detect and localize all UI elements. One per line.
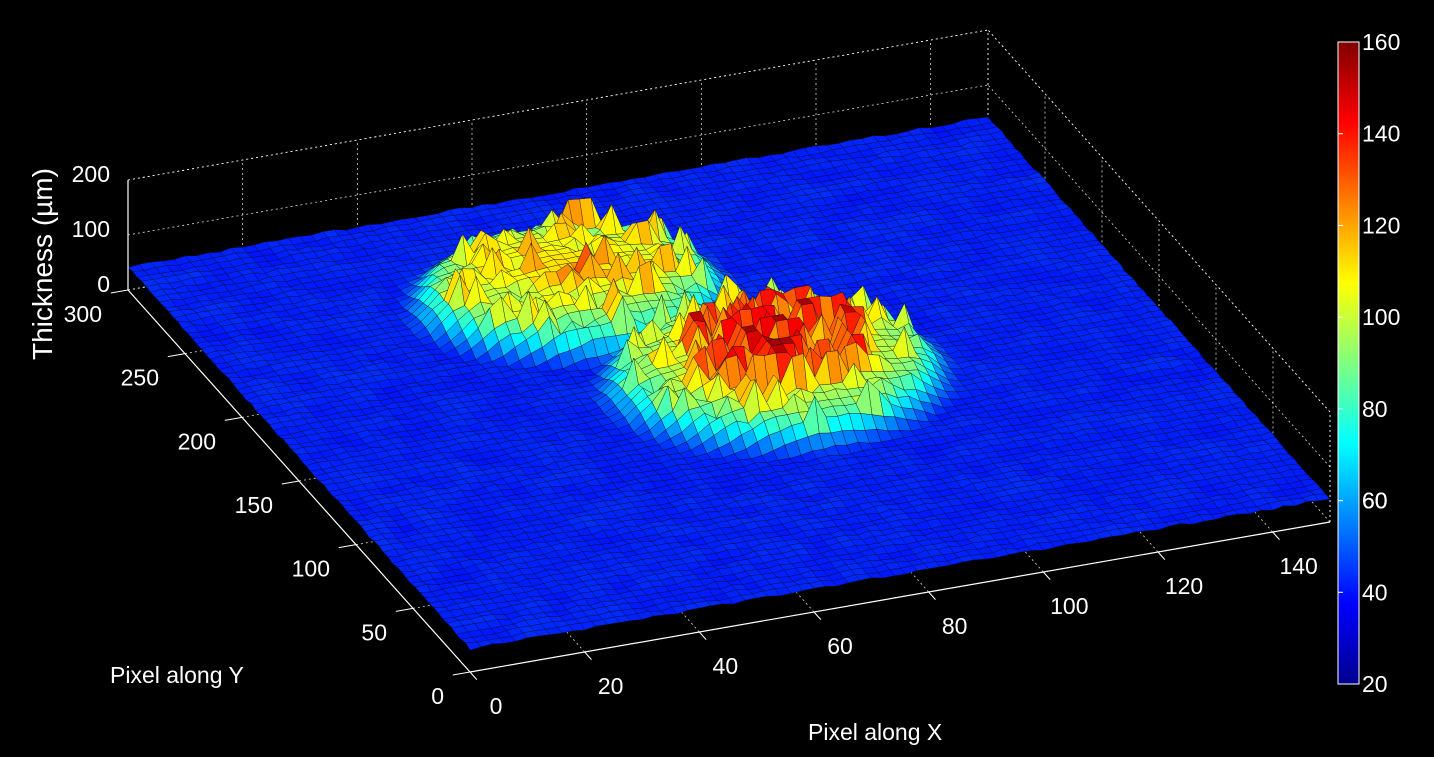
grid-line	[987, 84, 1331, 468]
grid-line	[127, 84, 989, 236]
box-edge	[127, 29, 989, 181]
box-edge	[987, 29, 1331, 413]
thickness-surface	[127, 117, 1331, 651]
